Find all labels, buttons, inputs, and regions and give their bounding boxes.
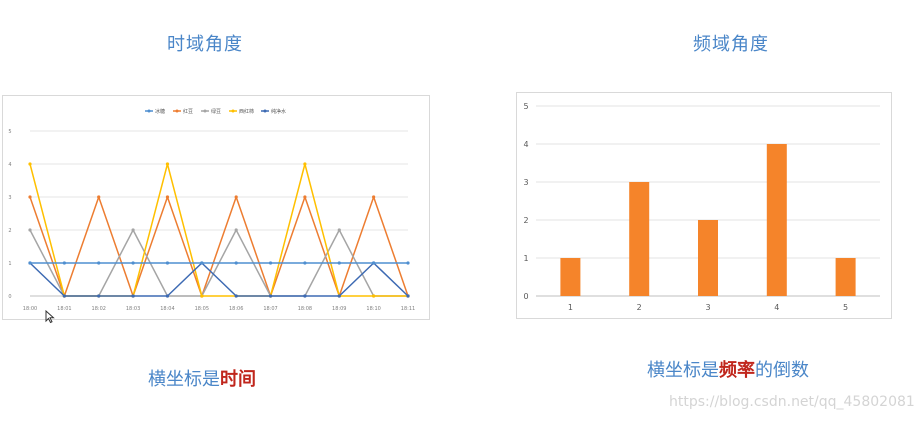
x-tick-label: 18:04 xyxy=(160,306,174,312)
legend-marker xyxy=(175,109,179,113)
mouse-pointer-icon xyxy=(45,310,55,324)
data-point xyxy=(131,228,135,232)
data-point xyxy=(28,162,32,166)
data-point xyxy=(337,228,341,232)
data-point xyxy=(406,261,410,265)
x-tick-label: 5 xyxy=(843,303,848,312)
x-tick-label: 18:01 xyxy=(57,306,71,312)
series-line xyxy=(29,196,409,297)
freq-domain-heading: 频域角度 xyxy=(693,34,769,55)
data-point xyxy=(28,195,32,199)
x-tick-label: 18:09 xyxy=(332,306,346,312)
y-tick-label: 5 xyxy=(523,102,528,111)
time-domain-caption: 横坐标是时间 xyxy=(148,365,256,391)
y-tick-label: 4 xyxy=(8,162,11,168)
x-tick-label: 18:03 xyxy=(126,306,140,312)
data-point xyxy=(62,294,66,298)
bar-chart-panel: 0 1 2 3 4 5 1 2 3 4 5 xyxy=(516,92,892,319)
data-point xyxy=(97,261,101,265)
data-point xyxy=(406,294,410,298)
data-point xyxy=(234,294,238,298)
data-point xyxy=(337,261,341,265)
data-point xyxy=(234,195,238,199)
x-tick-label: 18:11 xyxy=(401,306,415,312)
y-tick-label: 4 xyxy=(523,140,528,149)
bar xyxy=(560,258,581,296)
x-tick-label: 18:10 xyxy=(366,306,380,312)
watermark: https://blog.csdn.net/qq_45802081 xyxy=(669,394,915,410)
freq-domain-caption: 横坐标是频率的倒数 xyxy=(647,356,809,382)
data-point xyxy=(303,162,307,166)
bar-chart: 0 1 2 3 4 5 1 2 3 4 5 xyxy=(523,102,880,312)
data-point xyxy=(303,261,307,265)
y-tick-label: 2 xyxy=(8,228,11,234)
legend-label: 纯净水 xyxy=(271,108,286,115)
freq-caption-emphasis: 频率 xyxy=(719,360,755,381)
data-point xyxy=(97,195,101,199)
y-tick-label: 3 xyxy=(8,195,11,201)
x-tick-label: 18:08 xyxy=(298,306,312,312)
data-point xyxy=(165,294,170,298)
x-tick-label: 18:06 xyxy=(229,306,243,312)
data-point xyxy=(372,294,376,298)
legend-marker xyxy=(203,109,207,113)
y-tick-label: 0 xyxy=(523,292,528,301)
data-point xyxy=(234,228,238,232)
data-point xyxy=(131,294,135,298)
bar xyxy=(766,144,787,296)
x-tick-label: 4 xyxy=(774,303,779,312)
time-caption-emphasis: 时间 xyxy=(220,369,256,390)
y-tick-label: 0 xyxy=(8,294,11,300)
legend-marker xyxy=(147,109,151,113)
x-tick-label: 18:00 xyxy=(23,306,37,312)
legend-label: 绿豆 xyxy=(211,108,221,115)
legend-label: 红豆 xyxy=(183,108,193,115)
data-point xyxy=(97,294,101,298)
line-chart: 0 1 2 3 4 5 18:00 18:01 18:02 18:03 18:04 18:05 18:0… xyxy=(8,108,415,312)
x-tick-label: 2 xyxy=(637,303,642,312)
data-point xyxy=(372,261,376,265)
freq-caption-suffix: 的倒数 xyxy=(755,360,809,381)
data-point xyxy=(28,228,32,232)
data-point xyxy=(200,261,204,265)
x-tick-label: 18:02 xyxy=(92,306,106,312)
x-tick-label: 18:05 xyxy=(195,306,209,312)
x-tick-label: 1 xyxy=(568,303,573,312)
legend-label: 西红柿 xyxy=(239,108,254,115)
data-point xyxy=(234,261,238,265)
data-point xyxy=(337,294,341,298)
data-point xyxy=(165,195,170,199)
legend-marker xyxy=(231,109,235,113)
legend-marker xyxy=(263,109,267,113)
series-line xyxy=(29,262,409,297)
y-tick-label: 3 xyxy=(523,178,528,187)
data-point xyxy=(165,162,170,166)
line-chart-panel: 0 1 2 3 4 5 18:00 18:01 18:02 18:03 18:04 18:05 18:0… xyxy=(2,95,430,320)
time-caption-prefix: 横坐标是 xyxy=(148,369,220,390)
freq-caption-prefix: 横坐标是 xyxy=(647,360,719,381)
y-tick-label: 1 xyxy=(523,254,528,263)
bar xyxy=(835,258,856,296)
data-point xyxy=(303,195,307,199)
bar xyxy=(698,220,718,296)
bar xyxy=(629,182,650,296)
data-point xyxy=(28,261,32,265)
data-point xyxy=(268,294,273,298)
y-tick-label: 1 xyxy=(8,261,11,267)
data-point xyxy=(200,294,204,298)
data-point xyxy=(372,195,376,199)
data-point xyxy=(268,261,273,265)
data-point xyxy=(165,261,170,265)
y-tick-label: 5 xyxy=(8,129,11,135)
y-tick-label: 2 xyxy=(523,216,528,225)
legend-label: 冰糖 xyxy=(155,108,165,115)
x-tick-label: 18:07 xyxy=(263,306,277,312)
data-point xyxy=(131,261,135,265)
data-point xyxy=(303,294,307,298)
x-tick-label: 3 xyxy=(705,303,710,312)
data-point xyxy=(62,261,66,265)
time-domain-heading: 时域角度 xyxy=(167,34,243,55)
